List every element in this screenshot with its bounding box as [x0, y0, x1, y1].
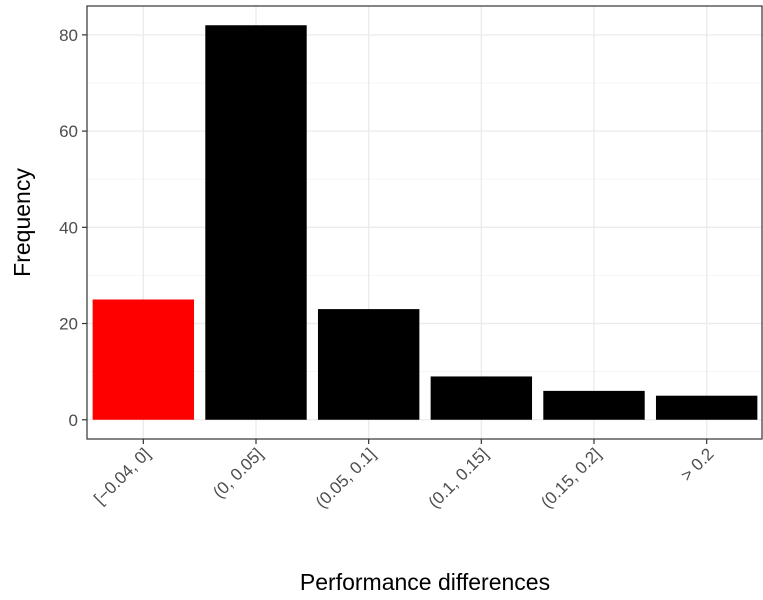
y-tick-label: 80	[59, 26, 78, 45]
bar	[655, 395, 758, 420]
y-tick-label: 0	[69, 411, 78, 430]
panel-border	[86, 5, 763, 440]
minor-gridlines	[87, 82, 763, 373]
y-tick-label: 40	[59, 218, 78, 237]
y-tick-label: 60	[59, 122, 78, 141]
bar	[430, 376, 533, 420]
x-axis-title: Performance differences	[300, 569, 550, 595]
bar	[317, 309, 420, 420]
bars-layer	[92, 25, 758, 420]
y-tick-label: 20	[59, 315, 78, 334]
y-axis-title: Frequency	[9, 168, 35, 277]
bar	[543, 390, 645, 420]
y-axis: 0 20 40 60 80	[59, 26, 87, 430]
bar	[92, 299, 195, 420]
bar	[205, 25, 307, 420]
